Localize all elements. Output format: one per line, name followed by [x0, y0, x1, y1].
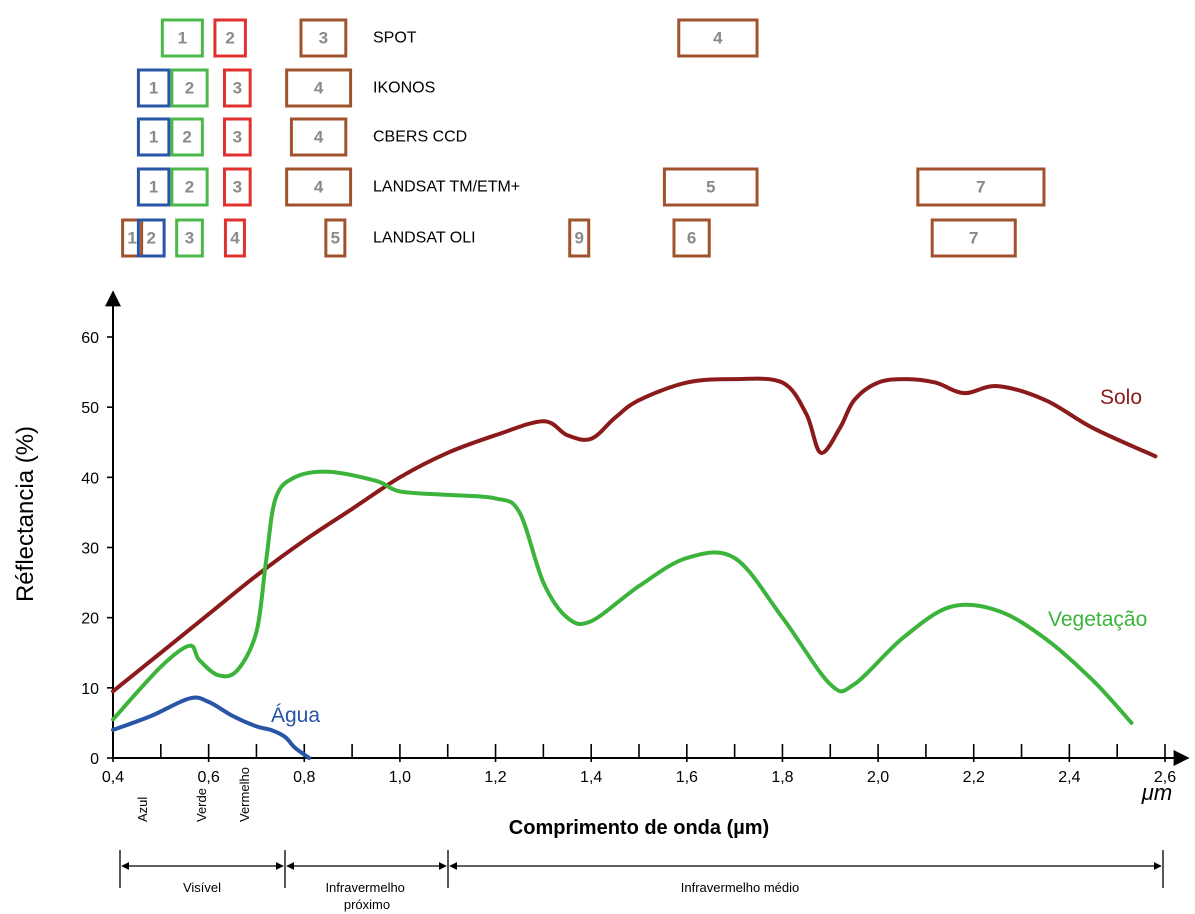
- y-tick-label: 10: [81, 681, 99, 698]
- band-box: [222, 117, 252, 157]
- x-tick-label: 2,0: [867, 769, 889, 786]
- band-number: 7: [969, 229, 978, 248]
- color-label-verde: Verde: [194, 788, 209, 822]
- sensor-label-cbers-ccd: CBERS CCD: [373, 129, 467, 146]
- series-label-solo: Solo: [1100, 386, 1142, 409]
- band-number: 3: [319, 29, 328, 48]
- band-number: 1: [178, 29, 187, 48]
- band-box: [285, 68, 353, 108]
- axis-ticks: 0 10 20 30 40 50 60 0,4 0,6 0,8 1,0 1,2 1,4 1,6 1,8 2,0…: [81, 330, 1176, 786]
- series-line-agua: [111, 695, 312, 760]
- x-tick-label: 1,0: [389, 769, 411, 786]
- band-box: [222, 167, 252, 207]
- band-number: 4: [314, 79, 324, 98]
- y-tick-label: 40: [81, 470, 99, 487]
- band-box: [160, 18, 204, 58]
- x-tick-label: 2,4: [1058, 769, 1080, 786]
- x-unit-label: μm: [1141, 780, 1172, 805]
- sensor-label-landsat-oli: LANDSAT OLI: [373, 230, 476, 247]
- x-tick-label: 1,8: [771, 769, 793, 786]
- band-number: 4: [713, 29, 723, 48]
- band-box: [916, 167, 1046, 207]
- band-box: [299, 18, 348, 58]
- band-number: 9: [574, 229, 583, 248]
- series-line-solo: [111, 376, 1158, 694]
- x-tick-label: 1,2: [484, 769, 506, 786]
- band-box: [930, 218, 1017, 258]
- band-box: [662, 167, 759, 207]
- series-label-agua: Água: [271, 704, 320, 727]
- y-tick-label: 30: [81, 541, 99, 558]
- band-number: 2: [185, 79, 194, 98]
- band-box: [568, 218, 591, 258]
- band-box: [136, 218, 166, 258]
- band-number: 2: [182, 128, 191, 147]
- x-tick-label: 1,6: [676, 769, 698, 786]
- band-number: 2: [225, 29, 234, 48]
- band-box: [121, 218, 144, 258]
- region-label-visivel: Visível: [183, 880, 221, 895]
- band-number: 2: [185, 178, 194, 197]
- band-box: [136, 68, 171, 108]
- band-number: 1: [149, 79, 158, 98]
- band-number: 4: [314, 178, 324, 197]
- band-number: 1: [127, 229, 136, 248]
- x-tick-label: 2,2: [963, 769, 985, 786]
- band-box: [677, 18, 759, 58]
- band-number: 2: [147, 229, 156, 248]
- band-number: 1: [149, 178, 158, 197]
- spectral-regions: Visível Infravermelho próximo Infraverme…: [119, 850, 1164, 912]
- band-number: 3: [233, 178, 242, 197]
- band-number: 4: [230, 229, 240, 248]
- band-number: 3: [233, 79, 242, 98]
- band-number: 1: [149, 128, 158, 147]
- band-box: [136, 167, 171, 207]
- x-tick-label: 0,4: [102, 769, 124, 786]
- series-lines: [111, 376, 1158, 760]
- sensor-label-spot: SPOT: [373, 30, 417, 47]
- chart-axes: [105, 290, 1190, 766]
- band-number: 4: [314, 128, 324, 147]
- series-line-vegetacao: [111, 469, 1134, 725]
- y-axis-title: Réflectancia (%): [12, 426, 39, 602]
- band-number: 5: [331, 229, 340, 248]
- band-box: [170, 117, 204, 157]
- x-tick-label: 0,6: [198, 769, 220, 786]
- band-number: 6: [687, 229, 696, 248]
- band-box: [222, 68, 252, 108]
- y-tick-label: 20: [81, 611, 99, 628]
- band-box: [175, 218, 204, 258]
- x-tick-label: 2,6: [1154, 769, 1176, 786]
- band-box: [223, 218, 246, 258]
- band-number: 3: [233, 128, 242, 147]
- x-tick-label: 1,4: [580, 769, 602, 786]
- band-box: [136, 117, 171, 157]
- band-box: [170, 68, 209, 108]
- band-box: [672, 218, 711, 258]
- sensor-label-landsat-tm-etm: LANDSAT TM/ETM+: [373, 179, 520, 196]
- band-box: [324, 218, 347, 258]
- band-number: 3: [185, 229, 194, 248]
- band-box: [213, 18, 247, 58]
- color-label-azul: Azul: [135, 797, 150, 822]
- region-label-infravermelho-proximo: Infravermelho próximo: [325, 880, 408, 912]
- y-tick-label: 60: [81, 330, 99, 347]
- x-axis-title: Comprimento de onda (µm): [509, 817, 769, 839]
- color-labels: Azul Verde Vermelho: [135, 767, 252, 822]
- band-number: 5: [706, 178, 715, 197]
- band-number: 7: [976, 178, 985, 197]
- series-label-vegetacao: Vegetação: [1048, 608, 1147, 631]
- y-tick-label: 0: [90, 751, 99, 768]
- x-tick-label: 0,8: [293, 769, 315, 786]
- region-label-infravermelho-medio: Infravermelho médio: [681, 880, 800, 895]
- band-box: [289, 117, 348, 157]
- sensor-label-ikonos: IKONOS: [373, 80, 435, 97]
- band-box: [170, 167, 209, 207]
- y-tick-label: 50: [81, 400, 99, 417]
- color-label-vermelho: Vermelho: [237, 767, 252, 822]
- band-box: [285, 167, 353, 207]
